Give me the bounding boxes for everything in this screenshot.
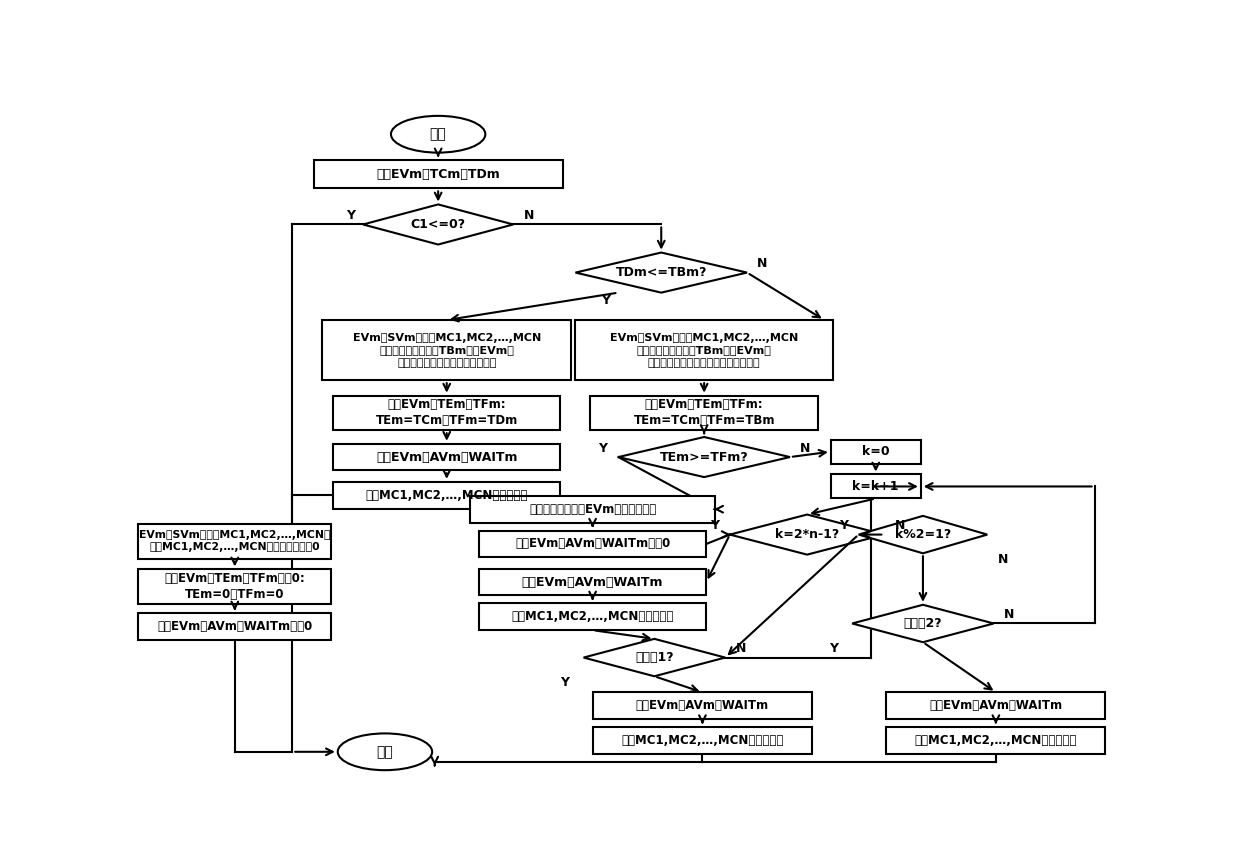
FancyBboxPatch shape bbox=[479, 569, 707, 595]
Text: 更新MC1,MC2,…,MCN的工作状态: 更新MC1,MC2,…,MCN的工作状态 bbox=[511, 610, 673, 623]
Text: 结束: 结束 bbox=[377, 745, 393, 759]
Text: Y: Y bbox=[601, 294, 610, 307]
FancyBboxPatch shape bbox=[334, 396, 560, 431]
Text: 开始: 开始 bbox=[430, 128, 446, 141]
Text: 设置EVm的AVm和WAITm均为0: 设置EVm的AVm和WAITm均为0 bbox=[515, 537, 671, 550]
Text: Y: Y bbox=[838, 519, 848, 532]
Text: 计算EVm的TEm和TFm:
TEm=TCm；TFm=TBm: 计算EVm的TEm和TFm: TEm=TCm；TFm=TBm bbox=[634, 398, 775, 427]
Text: 计算EVm的AVm和WAITm: 计算EVm的AVm和WAITm bbox=[376, 450, 517, 464]
Text: Y: Y bbox=[560, 676, 569, 689]
FancyBboxPatch shape bbox=[322, 320, 572, 380]
Text: N: N bbox=[523, 209, 534, 222]
Polygon shape bbox=[575, 253, 746, 293]
Text: TEm>=TFm?: TEm>=TFm? bbox=[660, 450, 749, 464]
Text: 更新MC1,MC2,…,MCN的工作状态: 更新MC1,MC2,…,MCN的工作状态 bbox=[621, 734, 784, 747]
Text: 计算EVm的TCm和TDm: 计算EVm的TCm和TDm bbox=[376, 168, 500, 181]
FancyBboxPatch shape bbox=[470, 496, 715, 523]
FancyBboxPatch shape bbox=[593, 727, 812, 753]
Ellipse shape bbox=[391, 115, 485, 153]
Text: N: N bbox=[894, 519, 905, 532]
FancyBboxPatch shape bbox=[575, 320, 833, 380]
Text: N: N bbox=[758, 258, 768, 271]
Text: 充电服务站无法为EVm提供充电服务: 充电服务站无法为EVm提供充电服务 bbox=[529, 503, 656, 516]
FancyBboxPatch shape bbox=[479, 530, 707, 557]
FancyBboxPatch shape bbox=[334, 482, 560, 509]
Text: Y: Y bbox=[828, 642, 838, 655]
Text: 计算EVm的AVm和WAITm: 计算EVm的AVm和WAITm bbox=[636, 700, 769, 712]
Text: 更新MC1,MC2,…,MCN的工作状态: 更新MC1,MC2,…,MCN的工作状态 bbox=[915, 734, 1078, 747]
Text: Y: Y bbox=[599, 442, 608, 455]
Text: TDm<=TBm?: TDm<=TBm? bbox=[615, 266, 707, 279]
Text: 设置EVm的AVm和WAITm均为0: 设置EVm的AVm和WAITm均为0 bbox=[157, 621, 312, 634]
Text: 设置EVm的TEm和TFm均为0:
TEm=0；TFm=0: 设置EVm的TEm和TFm均为0: TEm=0；TFm=0 bbox=[165, 572, 305, 602]
FancyBboxPatch shape bbox=[593, 693, 812, 719]
Polygon shape bbox=[852, 605, 993, 642]
FancyBboxPatch shape bbox=[139, 524, 331, 559]
Text: EVm的SVm不能被MC1,MC2,…,MCN满
足，MC1,MC2,…,MCN的空闲容量均为0: EVm的SVm不能被MC1,MC2,…,MCN满 足，MC1,MC2,…,MCN… bbox=[139, 530, 331, 552]
Text: k=2*n-1?: k=2*n-1? bbox=[775, 528, 839, 541]
Polygon shape bbox=[619, 437, 790, 477]
Text: N: N bbox=[800, 442, 811, 455]
FancyBboxPatch shape bbox=[479, 603, 707, 630]
Text: N: N bbox=[1004, 608, 1014, 621]
Text: Y: Y bbox=[346, 209, 356, 222]
Polygon shape bbox=[363, 204, 513, 245]
Text: 更新MC1,MC2,…,MCN的工作状态: 更新MC1,MC2,…,MCN的工作状态 bbox=[366, 489, 528, 502]
FancyBboxPatch shape bbox=[831, 475, 921, 498]
Text: 计算EVm的TEm和TFm:
TEm=TCm；TFm=TDm: 计算EVm的TEm和TFm: TEm=TCm；TFm=TDm bbox=[376, 398, 518, 427]
Text: EVm的SVm不能被MC1,MC2,…,MCN
满足，充电服务站在TBm前为EVm提
供移动充电器总空闲容量的充电量: EVm的SVm不能被MC1,MC2,…,MCN 满足，充电服务站在TBm前为EV… bbox=[352, 332, 541, 367]
Polygon shape bbox=[858, 516, 987, 553]
Text: 满足式2?: 满足式2? bbox=[904, 617, 942, 630]
Text: k%2=1?: k%2=1? bbox=[895, 528, 951, 541]
Text: EVm的SVm不能被MC1,MC2,…,MCN
满足，充电服务站在TBm前为EVm提
供移动充电器总空闲容量的部分充电量: EVm的SVm不能被MC1,MC2,…,MCN 满足，充电服务站在TBm前为EV… bbox=[610, 332, 799, 367]
Text: 满足式1?: 满足式1? bbox=[635, 651, 673, 664]
FancyBboxPatch shape bbox=[887, 693, 1105, 719]
Polygon shape bbox=[730, 515, 884, 555]
Text: 计算EVm的AVm和WAITm: 计算EVm的AVm和WAITm bbox=[522, 575, 663, 589]
FancyBboxPatch shape bbox=[887, 727, 1105, 753]
Text: 计算EVm的AVm和WAITm: 计算EVm的AVm和WAITm bbox=[929, 700, 1063, 712]
FancyBboxPatch shape bbox=[590, 396, 818, 431]
Polygon shape bbox=[584, 639, 725, 676]
FancyBboxPatch shape bbox=[314, 161, 563, 188]
Text: Y: Y bbox=[711, 519, 719, 532]
FancyBboxPatch shape bbox=[334, 444, 560, 470]
FancyBboxPatch shape bbox=[139, 569, 331, 604]
Text: k=0: k=0 bbox=[862, 445, 889, 458]
Ellipse shape bbox=[337, 733, 433, 770]
Text: N: N bbox=[997, 554, 1008, 567]
Text: k=k+1: k=k+1 bbox=[852, 480, 899, 493]
FancyBboxPatch shape bbox=[831, 440, 921, 464]
Text: N: N bbox=[735, 642, 745, 655]
Text: C1<=0?: C1<=0? bbox=[410, 218, 466, 231]
FancyBboxPatch shape bbox=[139, 614, 331, 641]
